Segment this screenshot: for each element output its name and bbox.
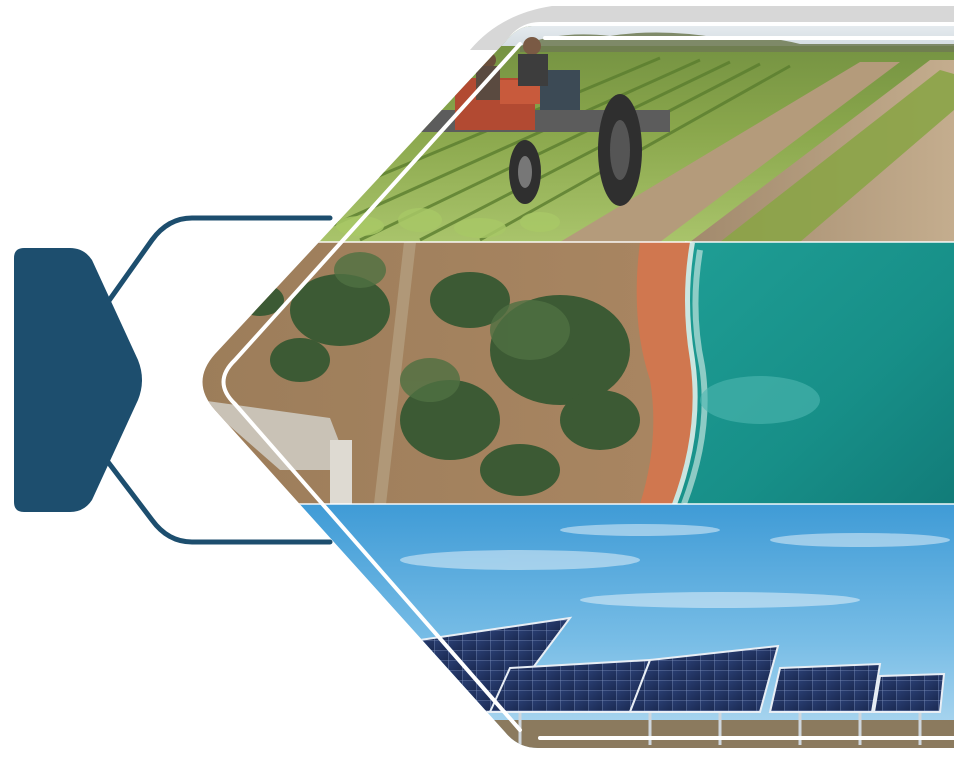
connector-bracket-upper bbox=[105, 215, 333, 305]
hexagon-outline bbox=[221, 36, 954, 740]
connector-bracket-lower bbox=[105, 459, 333, 545]
tractor bbox=[420, 37, 670, 206]
photo-aerial-coastline bbox=[202, 241, 954, 506]
arrow-badge bbox=[14, 248, 142, 512]
hexagon-shadow-frame bbox=[470, 6, 954, 50]
photo-tractor-field bbox=[202, 26, 954, 242]
photo-collage bbox=[202, 26, 954, 748]
